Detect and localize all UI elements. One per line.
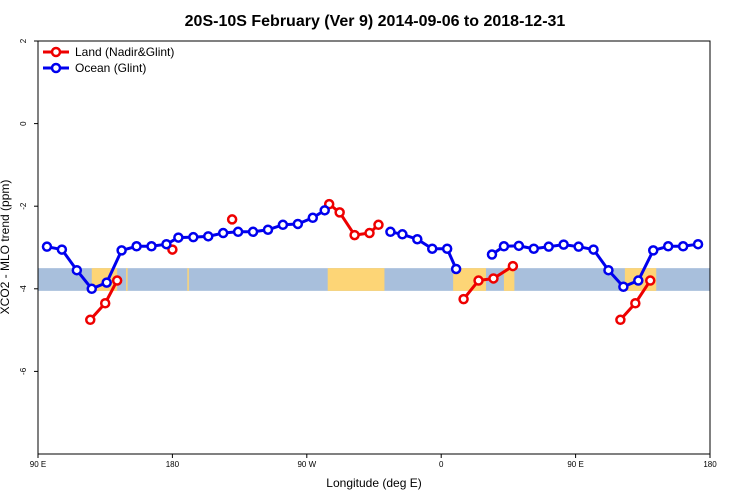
data-point (441, 243, 453, 254)
data-point (292, 218, 304, 230)
data-point (41, 241, 53, 252)
data-point (473, 275, 484, 286)
data-point (277, 219, 289, 231)
x-tick-label: 90 E (567, 460, 583, 469)
data-point (334, 207, 345, 218)
data-point (558, 239, 569, 250)
legend: Land (Nadir&Glint) Ocean (Glint) (43, 45, 174, 75)
y-axis: 2 0 -2 -4 -6 (19, 38, 38, 375)
data-point (588, 244, 599, 255)
legend-marker-ocean (50, 62, 62, 74)
data-point (349, 229, 360, 241)
data-point (116, 245, 127, 256)
data-point (188, 231, 199, 243)
data-point (373, 219, 384, 231)
data-point (71, 264, 83, 276)
y-tick-label: 2 (19, 38, 28, 43)
land-segment-island (187, 268, 189, 291)
land-mask-band (38, 268, 710, 291)
data-point (385, 226, 396, 238)
data-point (486, 249, 498, 260)
legend-marker-land (50, 46, 62, 58)
data-point (603, 264, 614, 276)
data-point (226, 214, 238, 225)
data-point (217, 227, 229, 239)
legend-label-ocean: Ocean (Glint) (75, 61, 146, 75)
y-axis-label: XCO2 - MLO trend (ppm) (0, 180, 12, 315)
data-point (450, 263, 462, 275)
data-point (161, 238, 172, 250)
data-point (615, 314, 626, 326)
data-point (146, 241, 157, 252)
x-tick-label: 90 W (297, 460, 316, 469)
land-segment-madagascar (503, 268, 515, 291)
data-point (618, 281, 629, 292)
data-point (645, 275, 656, 286)
land-segment-island (126, 268, 128, 291)
data-point (111, 275, 123, 286)
data-point (507, 260, 519, 272)
data-point (543, 241, 554, 252)
data-point (488, 273, 499, 284)
data-point (426, 243, 438, 254)
legend-entry-ocean: Ocean (Glint) (43, 61, 146, 75)
data-point (307, 212, 319, 224)
legend-entry-land: Land (Nadir&Glint) (43, 45, 174, 59)
series-layer (41, 198, 704, 326)
x-tick-label: 0 (439, 460, 444, 469)
data-point (232, 226, 244, 238)
x-tick-label: 90 E (30, 460, 46, 469)
y-tick-label: -4 (19, 285, 28, 293)
x-axis-label: Longitude (deg E) (326, 476, 421, 490)
y-tick-label: -6 (19, 367, 28, 375)
land-segment-south-america (327, 268, 385, 291)
data-point (412, 233, 423, 245)
data-point (202, 231, 214, 242)
x-tick-label: 180 (166, 460, 180, 469)
data-point (85, 314, 96, 326)
data-point (648, 245, 659, 256)
data-point (56, 244, 68, 255)
data-point (528, 243, 540, 254)
data-point (633, 275, 644, 286)
x-tick-label: 180 (703, 460, 717, 469)
data-point (173, 232, 184, 243)
x-axis: 90 E 180 90 W 0 90 E 180 (30, 454, 717, 469)
y-tick-label: -2 (19, 202, 28, 210)
data-point (99, 298, 111, 309)
data-point (364, 227, 375, 239)
data-point (397, 229, 408, 240)
data-point (573, 241, 584, 252)
data-point (692, 238, 704, 250)
y-tick-label: 0 (19, 121, 28, 126)
data-point (319, 205, 330, 216)
series-line-segment (462, 264, 514, 301)
data-point (513, 240, 525, 252)
data-point (677, 241, 689, 252)
data-point (262, 224, 274, 235)
series-ocean (41, 205, 704, 295)
data-point (247, 226, 259, 238)
data-point (662, 241, 674, 252)
series-land (85, 198, 656, 326)
data-point (630, 298, 641, 309)
legend-label-land: Land (Nadir&Glint) (75, 45, 174, 59)
chart-title: 20S-10S February (Ver 9) 2014-09-06 to 2… (185, 13, 566, 30)
data-point (498, 241, 510, 252)
data-point (86, 283, 98, 295)
data-point (458, 293, 469, 305)
data-point (131, 241, 142, 252)
plot-frame (37, 40, 711, 455)
data-point (101, 277, 112, 288)
